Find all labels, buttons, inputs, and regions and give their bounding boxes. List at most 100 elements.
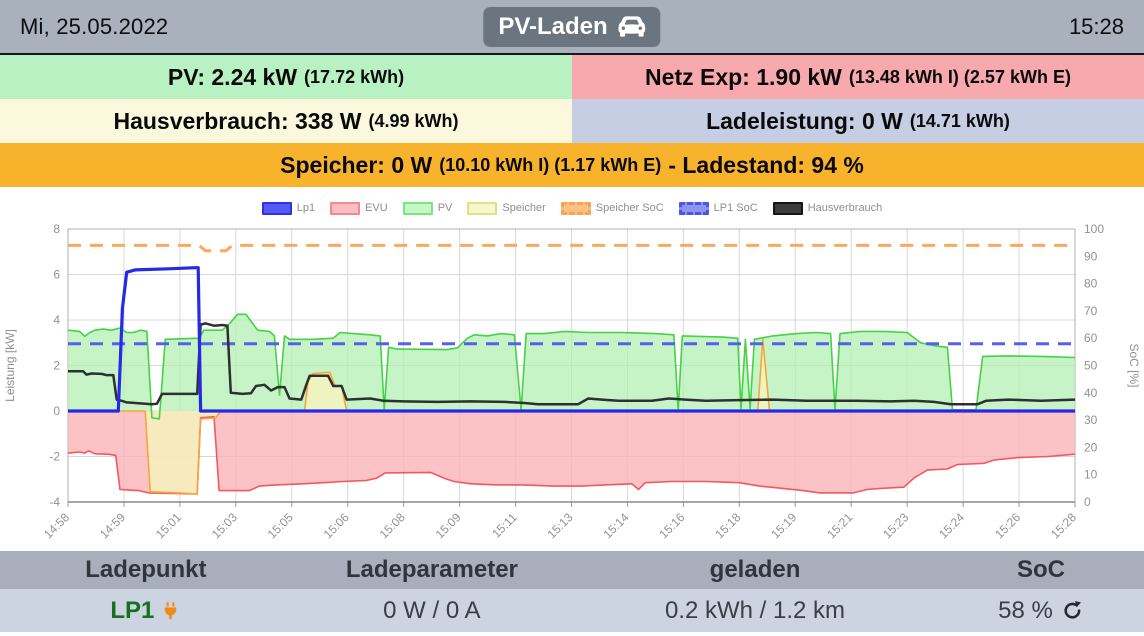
evu-outline xyxy=(67,415,1076,495)
pv-energy: (17.72 kWh) xyxy=(304,66,405,87)
speicher-soc-line xyxy=(68,243,1075,253)
status-ladeleistung: Ladeleistung: 0 W (14.71 kWh) xyxy=(572,99,1144,143)
date-label: Mi, 25.05.2022 xyxy=(20,13,169,39)
x-tick-label: 15:28 xyxy=(1048,510,1079,541)
y-left-tick-label: -4 xyxy=(49,495,60,509)
x-tick-label: 15:14 xyxy=(600,510,631,541)
pv-laden-mode-button[interactable]: PV-Laden xyxy=(483,6,661,47)
x-tick-label: 15:24 xyxy=(936,510,967,541)
chargepoint-table-header: Ladepunkt Ladeparameter geladen SoC xyxy=(0,549,1144,589)
speicher-area xyxy=(68,339,1075,494)
x-tick-label: 15:18 xyxy=(712,510,743,541)
y-left-tick-label: 6 xyxy=(53,268,60,282)
pv-outline xyxy=(67,313,1076,420)
header-geladen: geladen xyxy=(709,556,801,583)
legend-item-evu[interactable]: EVU xyxy=(330,201,388,215)
y-right-tick-label: 60 xyxy=(1084,331,1098,345)
y-right-tick-label: 80 xyxy=(1084,277,1098,291)
legend-swatch xyxy=(402,201,433,215)
header-ladepunkt: Ladepunkt xyxy=(85,556,207,583)
x-tick-label: 15:19 xyxy=(768,510,799,541)
speicher-energy: (10.10 kWh I) (1.17 kWh E) xyxy=(439,154,662,175)
ladeparameter-value: 0 W / 0 A xyxy=(383,596,481,624)
header-ladeparameter: Ladeparameter xyxy=(345,556,518,583)
legend-label: Hausverbrauch xyxy=(807,202,883,214)
y-right-tick-label: 100 xyxy=(1084,222,1104,236)
haus-power: Hausverbrauch: 338 W xyxy=(113,107,362,134)
legend-swatch xyxy=(560,201,591,215)
legend-item-speicher-soc[interactable]: Speicher SoC xyxy=(560,201,664,215)
lade-energy: (14.71 kWh) xyxy=(909,110,1010,131)
x-tick-label: 14:59 xyxy=(97,510,128,541)
legend-item-speicher[interactable]: Speicher xyxy=(467,201,546,215)
legend-swatch xyxy=(467,201,498,215)
legend-label: EVU xyxy=(365,202,388,214)
car-icon xyxy=(618,13,646,40)
legend-swatch xyxy=(678,201,709,215)
header-soc: SoC xyxy=(1017,556,1066,583)
soc-value: 58 % xyxy=(998,596,1053,624)
evu-area xyxy=(68,411,1075,494)
y-right-tick-label: 20 xyxy=(1084,440,1098,454)
y-left-tick-label: -2 xyxy=(49,450,60,464)
y-right-tick-label: 90 xyxy=(1084,249,1098,263)
plug-icon xyxy=(160,600,181,621)
legend-item-lp1-soc[interactable]: LP1 SoC xyxy=(678,201,758,215)
x-tick-label: 15:13 xyxy=(544,510,575,541)
y-left-tick-label: 0 xyxy=(53,404,60,418)
legend-label: Lp1 xyxy=(296,202,316,214)
geladen-value: 0.2 kWh / 1.2 km xyxy=(664,596,846,624)
x-tick-label: 15:01 xyxy=(153,510,184,541)
refresh-soc-icon[interactable] xyxy=(1061,599,1084,622)
x-tick-label: 15:26 xyxy=(992,510,1023,541)
status-grid: PV: 2.24 kW (17.72 kWh) Netz Exp: 1.90 k… xyxy=(0,55,1144,187)
y-right-tick-label: 40 xyxy=(1084,386,1098,400)
y-left-tick-label: 8 xyxy=(53,222,60,236)
legend-label: Speicher SoC xyxy=(595,202,664,214)
status-hausverbrauch: Hausverbrauch: 338 W (4.99 kWh) xyxy=(0,99,572,143)
chart-legend: Lp1 EVU PV Speicher Speicher SoC LP1 SoC Hausv… xyxy=(0,191,1144,221)
legend-item-hausverbrauch[interactable]: Hausverbrauch xyxy=(772,201,883,215)
soc-cell: 58 % xyxy=(938,597,1144,625)
legend-swatch xyxy=(772,201,803,215)
x-tick-label: 15:06 xyxy=(321,510,352,541)
status-netz: Netz Exp: 1.90 kW (13.48 kWh I) (2.57 kW… xyxy=(572,55,1144,99)
mode-title: PV-Laden xyxy=(498,12,608,40)
y-right-tick-label: 70 xyxy=(1084,304,1098,318)
status-speicher: Speicher: 0 W (10.10 kWh I) (1.17 kWh E)… xyxy=(0,143,1144,187)
legend-item-lp1[interactable]: Lp1 xyxy=(261,201,316,215)
x-tick-label: 14:58 xyxy=(41,510,72,541)
netz-energy: (13.48 kWh I) (2.57 kWh E) xyxy=(848,66,1071,87)
y-left-axis-title: Leistung [kW] xyxy=(3,329,17,402)
haus-energy: (4.99 kWh) xyxy=(368,110,459,131)
legend-item-pv[interactable]: PV xyxy=(402,201,453,215)
speicher-ladestand: - Ladestand: 94 % xyxy=(668,151,864,178)
y-right-axis-title: SoC [%] xyxy=(1127,343,1141,387)
y-right-tick-label: 0 xyxy=(1084,495,1091,509)
x-tick-label: 15:08 xyxy=(377,510,408,541)
legend-label: PV xyxy=(437,202,453,214)
top-bar: Mi, 25.05.2022 PV-Laden 15:28 xyxy=(0,0,1144,55)
lp1-label: LP1 xyxy=(110,596,155,624)
x-tick-label: 15:03 xyxy=(209,510,240,541)
clock-label: 15:28 xyxy=(1068,13,1124,39)
y-right-tick-label: 30 xyxy=(1084,413,1098,427)
legend-swatch xyxy=(261,201,292,215)
ladepunkt-cell[interactable]: LP1 xyxy=(0,597,292,625)
legend-label: LP1 SoC xyxy=(713,202,758,214)
x-tick-label: 15:23 xyxy=(880,510,911,541)
y-right-tick-label: 10 xyxy=(1084,468,1098,482)
status-pv: PV: 2.24 kW (17.72 kWh) xyxy=(0,55,572,99)
power-soc-chart: 14:58 14:59 15:01 15:03 15:05 15:06 15:08 15:09… xyxy=(3,222,1141,541)
hausverbrauch-line xyxy=(68,322,1076,406)
legend-label: Speicher xyxy=(502,202,546,214)
lade-power: Ladeleistung: 0 W xyxy=(706,107,903,134)
y-left-tick-label: 2 xyxy=(53,359,60,373)
x-tick-label: 15:09 xyxy=(433,510,464,541)
x-tick-label: 15:05 xyxy=(265,510,296,541)
y-right-tick-label: 50 xyxy=(1084,359,1098,373)
power-chart-card: Lp1 EVU PV Speicher Speicher SoC LP1 SoC Hausv… xyxy=(0,191,1144,549)
y-left-tick-label: 4 xyxy=(53,313,60,327)
pv-power: PV: 2.24 kW xyxy=(167,63,298,90)
netz-power: Netz Exp: 1.90 kW xyxy=(645,63,842,90)
